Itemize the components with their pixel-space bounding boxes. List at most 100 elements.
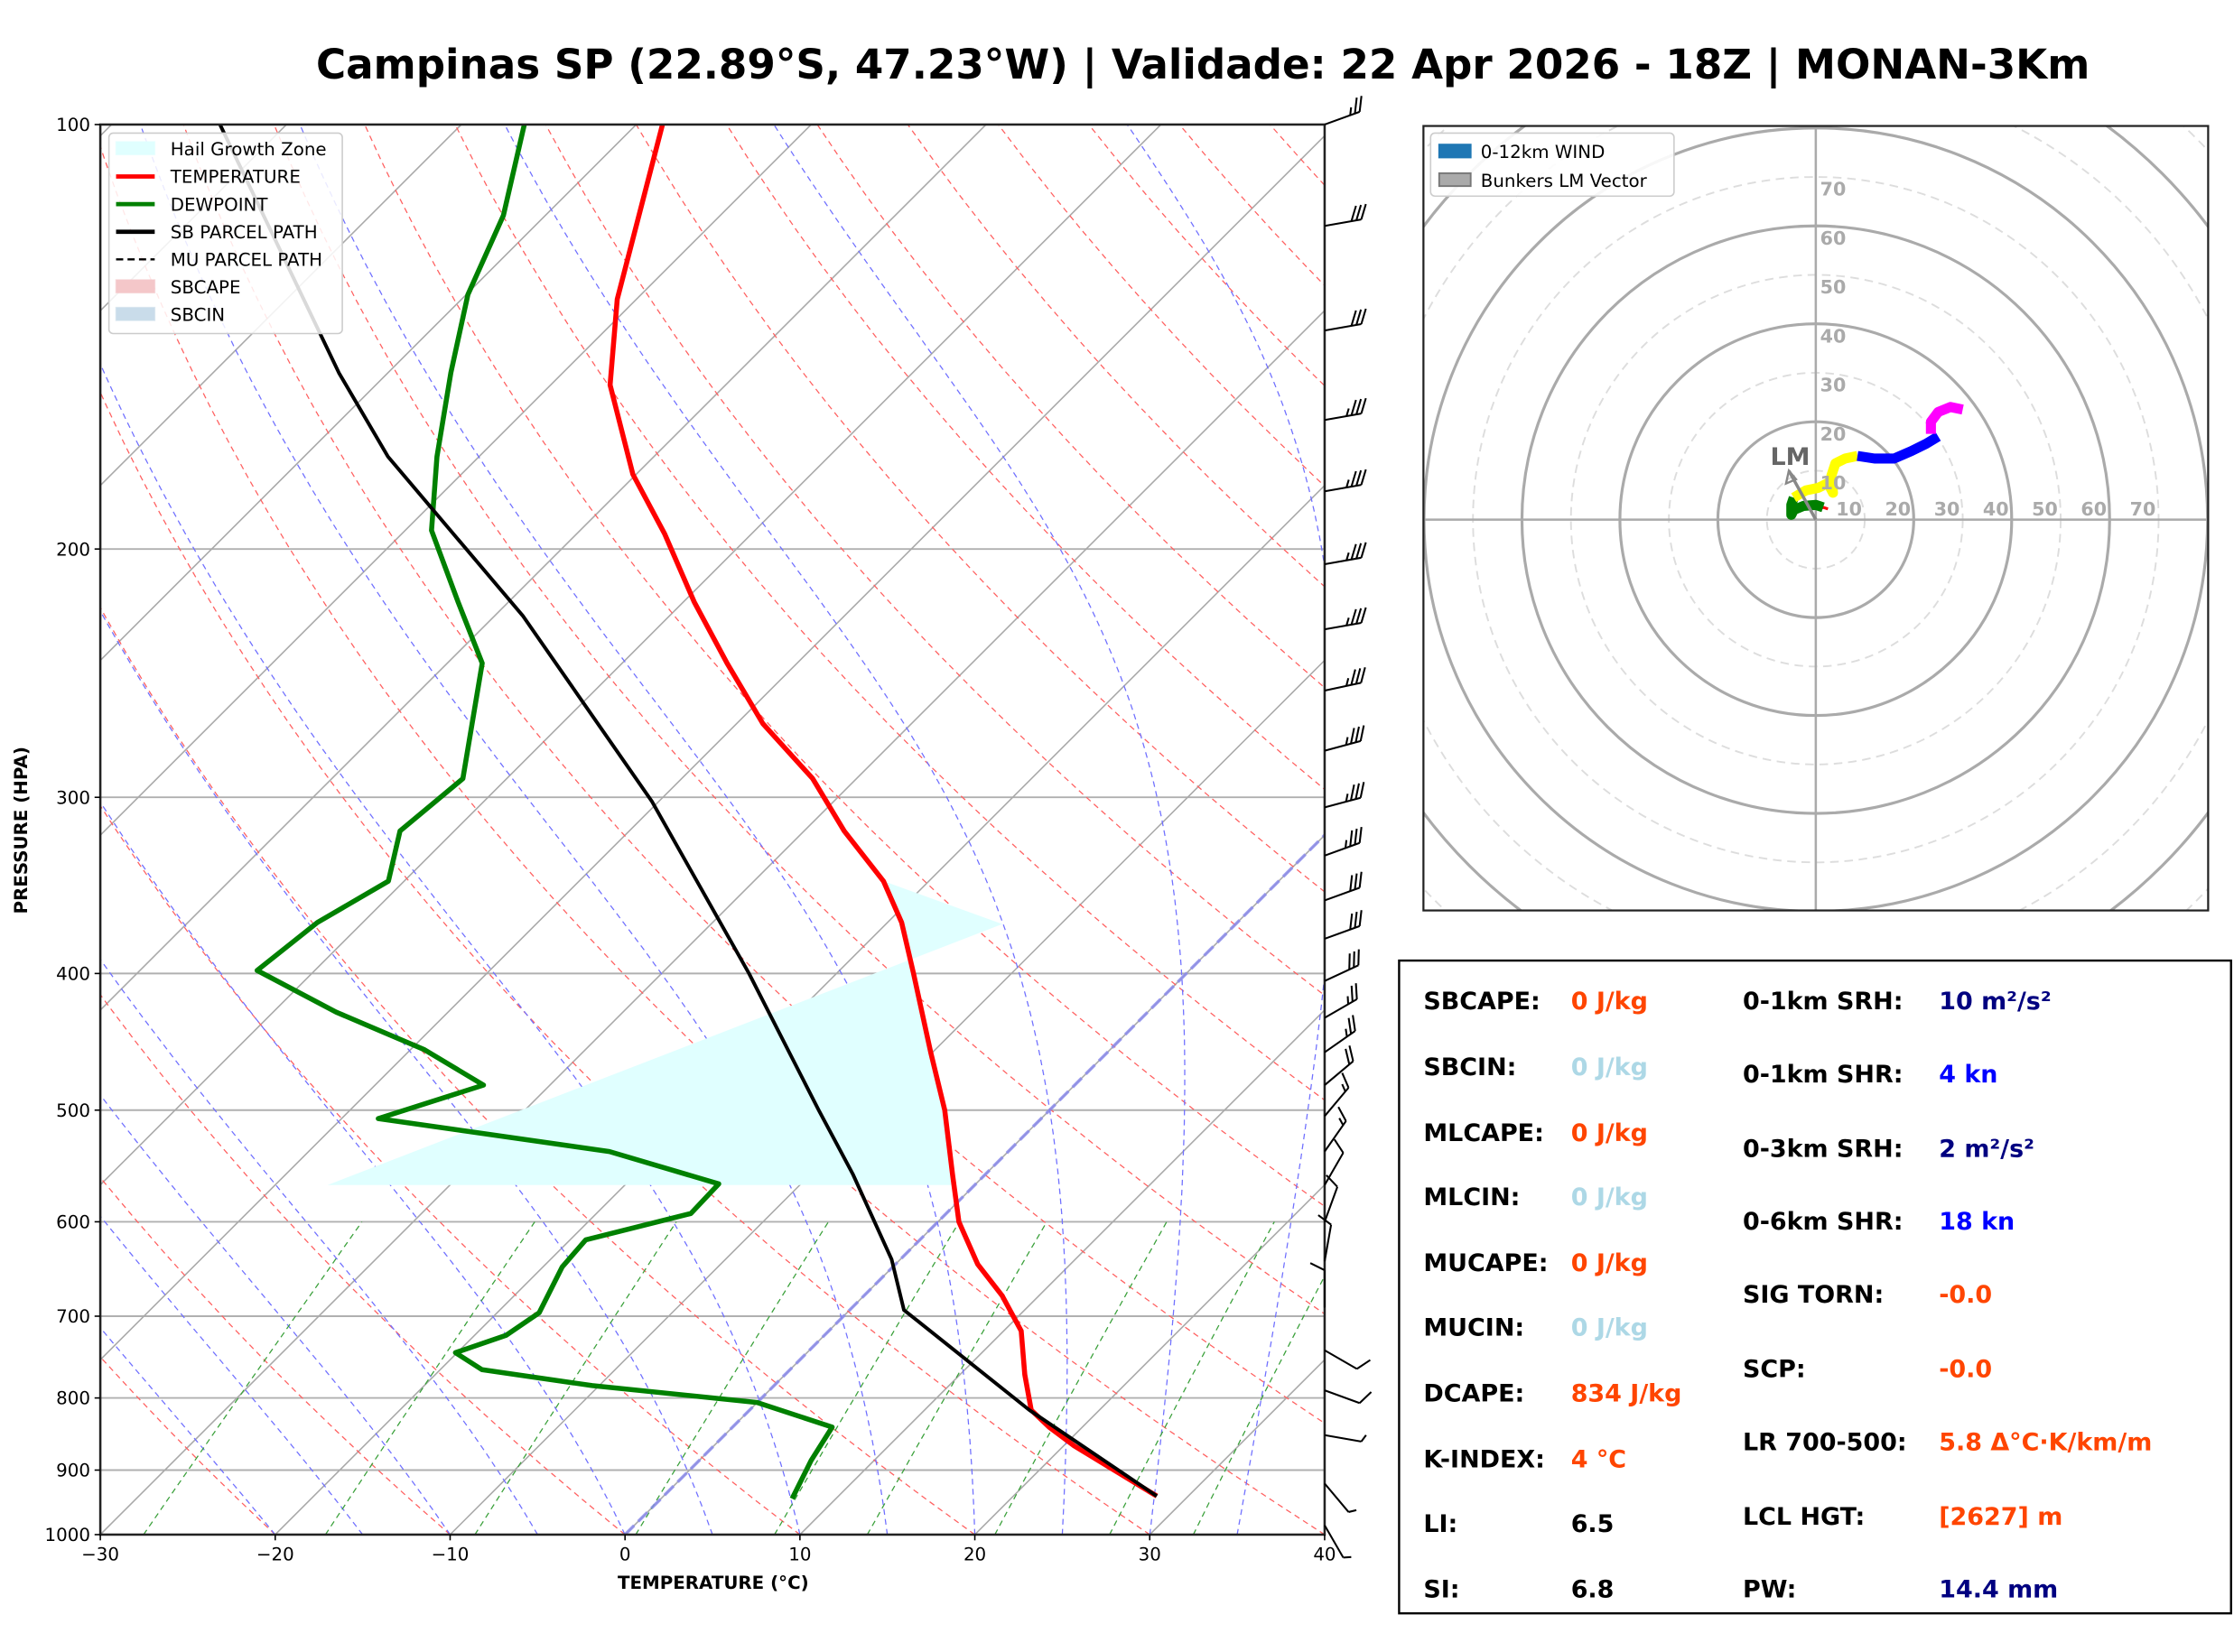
wind-barb-flag bbox=[1345, 1048, 1351, 1065]
hodograph-legend: 0-12km WIND Bunkers LM Vector bbox=[1429, 132, 1675, 198]
wind-barb-flag bbox=[1348, 953, 1351, 970]
y-tick-label: 500 bbox=[56, 1100, 90, 1121]
hodograph-legend-swatch bbox=[1438, 172, 1472, 188]
wind-barb-shaft bbox=[1324, 1030, 1356, 1053]
wind-barb-flag bbox=[1355, 204, 1363, 221]
hodograph-ring-labels: 10 10 20 20 30 30 40 40 50 50 60 60 70 70 LM bbox=[1771, 179, 2156, 520]
moist-adiabat bbox=[504, 124, 1068, 1535]
bunkers-lm-arrowhead bbox=[1784, 468, 1798, 486]
moist-adiabat bbox=[100, 609, 713, 1535]
hodograph-panel: 10 10 20 20 30 30 40 40 50 50 60 60 70 70 LM 0-12km WI… bbox=[1422, 125, 2210, 912]
wind-barb-flag bbox=[1348, 1045, 1354, 1062]
isotherm bbox=[799, 1008, 1325, 1535]
stat-label: SBCIN: bbox=[1423, 1053, 1516, 1081]
x-tick-label: 10 bbox=[788, 1545, 811, 1565]
stat-label: MLCAPE: bbox=[1423, 1119, 1544, 1147]
wind-barb-flag bbox=[1309, 1262, 1326, 1271]
skewt-profiles bbox=[218, 124, 1159, 1500]
stat-value: 18 kn bbox=[1939, 1208, 2015, 1236]
skewt-ticks: −30 −20 −10 0 10 20 30 40 100 200 300 400 500 600 700 8… bbox=[45, 115, 1336, 1564]
legend-label: TEMPERATURE bbox=[170, 167, 301, 188]
wind-barb-shaft bbox=[1324, 796, 1362, 809]
wind-barbs bbox=[1309, 96, 1373, 1559]
wind-barb-shaft bbox=[1324, 322, 1362, 332]
wind-barb-shaft bbox=[1324, 886, 1361, 902]
wind-barb-flag bbox=[1350, 728, 1355, 744]
hodograph-ring-label-y: 50 bbox=[1820, 276, 1847, 298]
stat-value: 6.8 bbox=[1571, 1576, 1615, 1604]
hodograph-ring-label-x: 20 bbox=[1885, 498, 1911, 520]
stat-value: [2627] m bbox=[1939, 1503, 2062, 1531]
mixing-ratio-line bbox=[143, 1221, 363, 1535]
hodograph-ring-label-y: 30 bbox=[1820, 375, 1847, 396]
hodograph-ring-label-y: 20 bbox=[1820, 423, 1847, 445]
wind-barb-half bbox=[1338, 1118, 1345, 1126]
stat-value: 5.8 Δ°C·K/km/m bbox=[1939, 1428, 2152, 1456]
stats-panel: SBCAPE: 0 J/kg SBCIN: 0 J/kg MLCAPE: 0 J/kg ML… bbox=[1398, 959, 2232, 1615]
dry-adiabat bbox=[100, 391, 1150, 1535]
skewt-panel: −30 −20 −10 0 10 20 30 40 100 200 300 400 500 600 700 8… bbox=[11, 96, 1373, 1593]
dry-adiabat bbox=[998, 124, 1325, 487]
stat-label: PW: bbox=[1743, 1576, 1796, 1604]
stat-label: LCL HGT: bbox=[1743, 1503, 1865, 1531]
dry-adiabat bbox=[100, 144, 1325, 1535]
wind-barb-shaft bbox=[1324, 1525, 1345, 1558]
wind-barb bbox=[1324, 469, 1367, 493]
dry-adiabat bbox=[907, 124, 1325, 588]
wind-barb-half bbox=[1345, 840, 1348, 849]
wind-barb-shaft bbox=[1324, 484, 1362, 493]
mixing-ratio-line bbox=[474, 1221, 677, 1535]
hodograph-ring-label-y: 40 bbox=[1820, 325, 1847, 347]
legend-label: MU PARCEL PATH bbox=[171, 249, 322, 270]
y-tick-label: 300 bbox=[56, 787, 90, 808]
wind-barb-shaft bbox=[1324, 924, 1361, 940]
isotherm bbox=[449, 659, 1325, 1535]
wind-barb-half bbox=[1348, 1508, 1357, 1513]
wind-barb-flag bbox=[1355, 398, 1363, 415]
wind-barb bbox=[1324, 203, 1367, 227]
isotherm bbox=[100, 124, 638, 662]
moist-adiabat bbox=[773, 124, 1186, 1535]
dry-adiabat bbox=[726, 124, 1325, 791]
legend-label: Hail Growth Zone bbox=[171, 139, 327, 160]
wind-barb bbox=[1309, 1262, 1326, 1308]
hodograph-segment-6-9km bbox=[1857, 432, 1941, 464]
bunkers-lm-arrow bbox=[1787, 469, 1818, 521]
wind-barb-flag bbox=[1349, 830, 1354, 847]
legend-label: SB PARCEL PATH bbox=[171, 222, 318, 243]
moist-adiabat bbox=[139, 124, 889, 1535]
wind-barb bbox=[1324, 725, 1365, 752]
y-tick-label: 900 bbox=[56, 1461, 90, 1481]
wind-barb-flag bbox=[1360, 308, 1367, 325]
isotherm bbox=[100, 309, 1325, 1535]
wind-barb-flag bbox=[1350, 669, 1356, 685]
wind-barb bbox=[1324, 782, 1365, 809]
profile-temperature bbox=[607, 124, 1159, 1499]
dry-adiabat bbox=[182, 124, 1325, 1425]
wind-barb-flag bbox=[1350, 470, 1357, 487]
wind-barb bbox=[1324, 308, 1367, 332]
isotherm bbox=[275, 484, 1325, 1535]
stat-label: 0-3km SRH: bbox=[1743, 1135, 1903, 1163]
y-tick-label: 700 bbox=[56, 1306, 90, 1327]
dry-adiabat bbox=[635, 124, 1325, 893]
wind-barb-flag bbox=[1350, 608, 1357, 626]
wind-barb-flag bbox=[1354, 97, 1358, 114]
hodograph-grid bbox=[1423, 125, 2209, 911]
wind-barb-flag bbox=[1350, 205, 1357, 222]
wind-barb bbox=[1324, 1525, 1352, 1559]
stat-label: 0-1km SHR: bbox=[1743, 1061, 1903, 1089]
stat-label: 0-1km SRH: bbox=[1743, 988, 1903, 1016]
stat-value: 6.5 bbox=[1571, 1510, 1615, 1538]
y-tick-label: 200 bbox=[56, 539, 90, 560]
x-tick-label: −30 bbox=[81, 1545, 119, 1565]
y-tick-label: 600 bbox=[56, 1212, 90, 1233]
wind-barb bbox=[1324, 1349, 1372, 1370]
hodograph-ring-label-x: 10 bbox=[1836, 498, 1862, 520]
wind-barb bbox=[1324, 96, 1363, 125]
hodograph-trace bbox=[1784, 402, 1964, 521]
stat-value: 0 J/kg bbox=[1571, 988, 1648, 1016]
stat-label: K-INDEX: bbox=[1423, 1445, 1545, 1473]
hodograph-ring-label-x: 60 bbox=[2080, 498, 2107, 520]
wind-barb-shaft bbox=[1324, 110, 1361, 125]
